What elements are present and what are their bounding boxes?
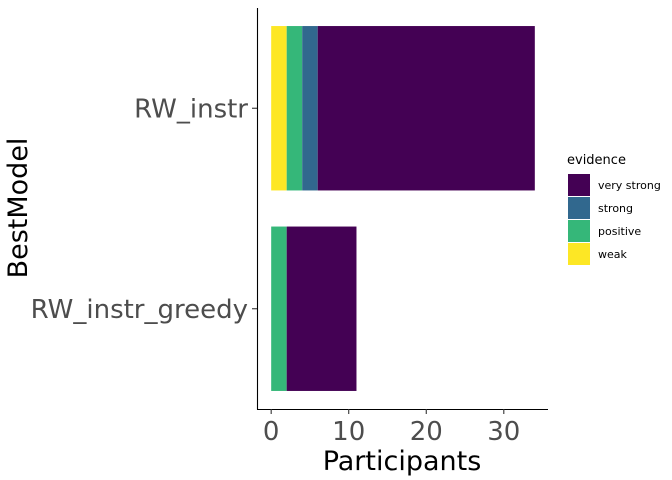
- y-tick-label: RW_instr_greedy: [31, 295, 248, 325]
- y-ticks: RW_instr RW_instr_greedy: [31, 94, 257, 325]
- x-axis-title: Participants: [323, 446, 482, 477]
- x-tick-label: 20: [410, 417, 443, 447]
- legend-label-strong: strong: [598, 202, 633, 215]
- x-tick-label: 30: [487, 417, 520, 447]
- bar-rw-instr-strong: [302, 26, 318, 191]
- x-tick-label: 10: [332, 417, 365, 447]
- x-tick-label: 0: [263, 417, 280, 447]
- bars-group: [271, 26, 535, 391]
- legend-swatch-weak: [568, 243, 590, 265]
- legend-label-weak: weak: [598, 248, 628, 261]
- bar-rw-instr-weak: [271, 26, 287, 191]
- legend-label-very-strong: very strong: [598, 179, 661, 192]
- y-tick-label: RW_instr: [134, 94, 248, 124]
- x-ticks: 0 10 20 30: [263, 409, 520, 447]
- bar-rw-instr-very-strong: [317, 26, 535, 191]
- bar-rw-instr-positive: [286, 26, 303, 191]
- bar-rw-instr-greedy-very-strong: [286, 226, 357, 391]
- legend-title: evidence: [567, 153, 626, 168]
- legend-swatch-positive: [568, 220, 590, 242]
- bar-rw-instr-greedy-positive: [271, 226, 287, 391]
- legend-swatch-very-strong: [568, 174, 590, 196]
- legend-label-positive: positive: [598, 225, 641, 238]
- legend-swatch-strong: [568, 197, 590, 219]
- y-axis-title: BestModel: [3, 138, 34, 279]
- legend: evidence very strong strong positive weak: [567, 153, 661, 265]
